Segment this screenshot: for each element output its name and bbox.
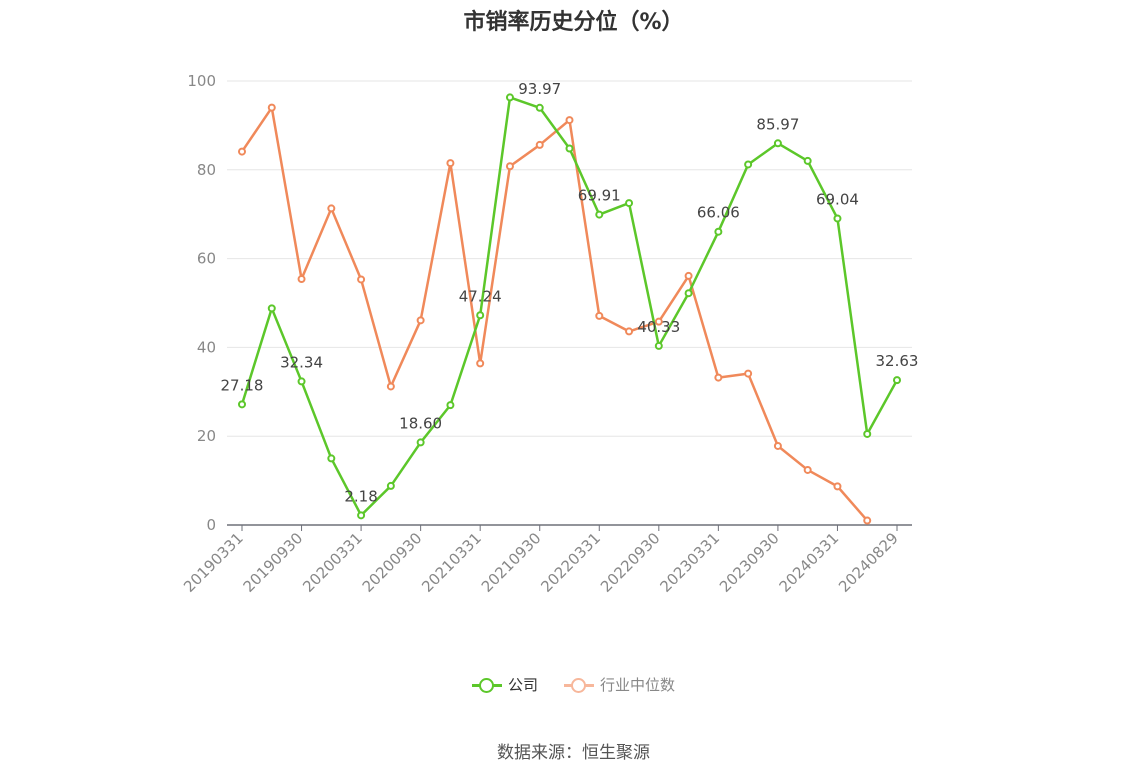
industry-point <box>863 516 872 525</box>
industry-point <box>297 275 306 284</box>
company-line <box>240 96 899 517</box>
company-point <box>505 93 514 102</box>
data-label: 32.63 <box>876 352 919 370</box>
industry-point <box>416 316 425 325</box>
legend-industry-marker-icon <box>564 677 594 693</box>
company-point <box>386 481 395 490</box>
data-labels: 27.18 32.34 2.18 18.60 47.24 93.97 69.91 40.33 6… <box>221 80 919 506</box>
x-tick-label: 20190930 <box>240 529 307 596</box>
industry-point <box>386 382 395 391</box>
company-point <box>625 199 634 208</box>
industry-point <box>714 373 723 382</box>
x-tick-label: 20230930 <box>716 529 783 596</box>
industry-point <box>773 441 782 450</box>
industry-point <box>505 162 514 171</box>
company-point <box>476 311 485 320</box>
company-point <box>446 401 455 410</box>
legend-company-marker-icon <box>471 677 502 693</box>
y-axis-ticks: 0 20 40 60 80 100 <box>187 72 216 534</box>
y-tick-label: 20 <box>197 427 216 445</box>
company-point <box>297 377 306 386</box>
x-tick-label: 20200331 <box>299 529 366 596</box>
company-point <box>238 400 246 409</box>
x-tick-label: 20200930 <box>359 529 426 596</box>
x-tick-label: 20230331 <box>656 529 723 596</box>
company-point <box>565 144 574 153</box>
industry-point <box>803 465 812 474</box>
series-company[interactable] <box>238 93 901 520</box>
industry-point <box>446 159 455 168</box>
industry-line <box>240 106 869 522</box>
company-point <box>357 511 366 520</box>
legend-company-label: 公司 <box>507 676 538 694</box>
data-label: 27.18 <box>221 376 264 394</box>
data-label: 18.60 <box>399 414 442 432</box>
data-label: 40.33 <box>637 318 680 336</box>
x-tick-label: 20220930 <box>597 529 664 596</box>
x-tick-label: 20240331 <box>776 529 843 596</box>
company-point <box>535 103 544 112</box>
company-point <box>595 210 604 219</box>
company-point <box>833 214 842 223</box>
legend: 公司 行业中位数 <box>0 674 1147 695</box>
legend-item-company[interactable]: 公司 <box>471 674 538 695</box>
industry-point <box>476 359 485 368</box>
industry-point <box>565 116 574 125</box>
company-point <box>773 139 782 148</box>
data-label: 69.04 <box>816 190 859 208</box>
x-axis: 2019033120190930202003312020093020210331… <box>180 524 912 596</box>
series-industry[interactable] <box>238 103 872 525</box>
data-label: 93.97 <box>518 80 561 98</box>
industry-point <box>625 327 634 336</box>
company-point <box>714 227 723 236</box>
chart-title: 市销率历史分位（%） <box>463 10 684 35</box>
company-point <box>416 438 425 447</box>
data-label: 85.97 <box>756 115 799 133</box>
legend-item-industry[interactable]: 行业中位数 <box>564 674 675 695</box>
data-label: 32.34 <box>280 353 323 371</box>
industry-point <box>357 275 366 284</box>
data-source-note: 数据来源：恒生聚源 <box>497 743 650 763</box>
industry-point <box>684 271 693 280</box>
y-tick-label: 40 <box>197 338 216 356</box>
company-point <box>267 304 276 313</box>
industry-point <box>595 311 604 320</box>
industry-point <box>238 147 246 156</box>
x-tick-label: 20210930 <box>478 529 545 596</box>
x-tick-label: 20220331 <box>537 529 604 596</box>
data-label: 69.91 <box>578 187 621 205</box>
company-point <box>893 376 901 385</box>
company-point <box>863 429 872 438</box>
company-point <box>654 341 663 350</box>
x-tick-label: 20210331 <box>418 529 485 596</box>
company-point <box>744 160 753 169</box>
data-label: 66.06 <box>697 204 740 222</box>
x-tick-label: 20240829 <box>835 529 902 596</box>
y-tick-label: 100 <box>187 72 216 90</box>
industry-point <box>654 317 663 326</box>
company-point <box>327 454 336 463</box>
y-tick-label: 0 <box>206 516 216 534</box>
company-point <box>684 289 693 298</box>
grid-lines <box>227 80 912 437</box>
data-label: 2.18 <box>344 487 377 505</box>
industry-point <box>535 140 544 149</box>
y-tick-label: 80 <box>197 161 216 179</box>
x-tick-label: 20190331 <box>180 529 247 596</box>
industry-point <box>267 103 276 112</box>
y-tick-label: 60 <box>197 250 216 268</box>
industry-point <box>744 369 753 378</box>
industry-point <box>833 482 842 491</box>
data-label: 47.24 <box>459 287 502 305</box>
legend-industry-label: 行业中位数 <box>600 676 676 694</box>
company-point <box>803 156 812 165</box>
industry-point <box>327 204 336 213</box>
